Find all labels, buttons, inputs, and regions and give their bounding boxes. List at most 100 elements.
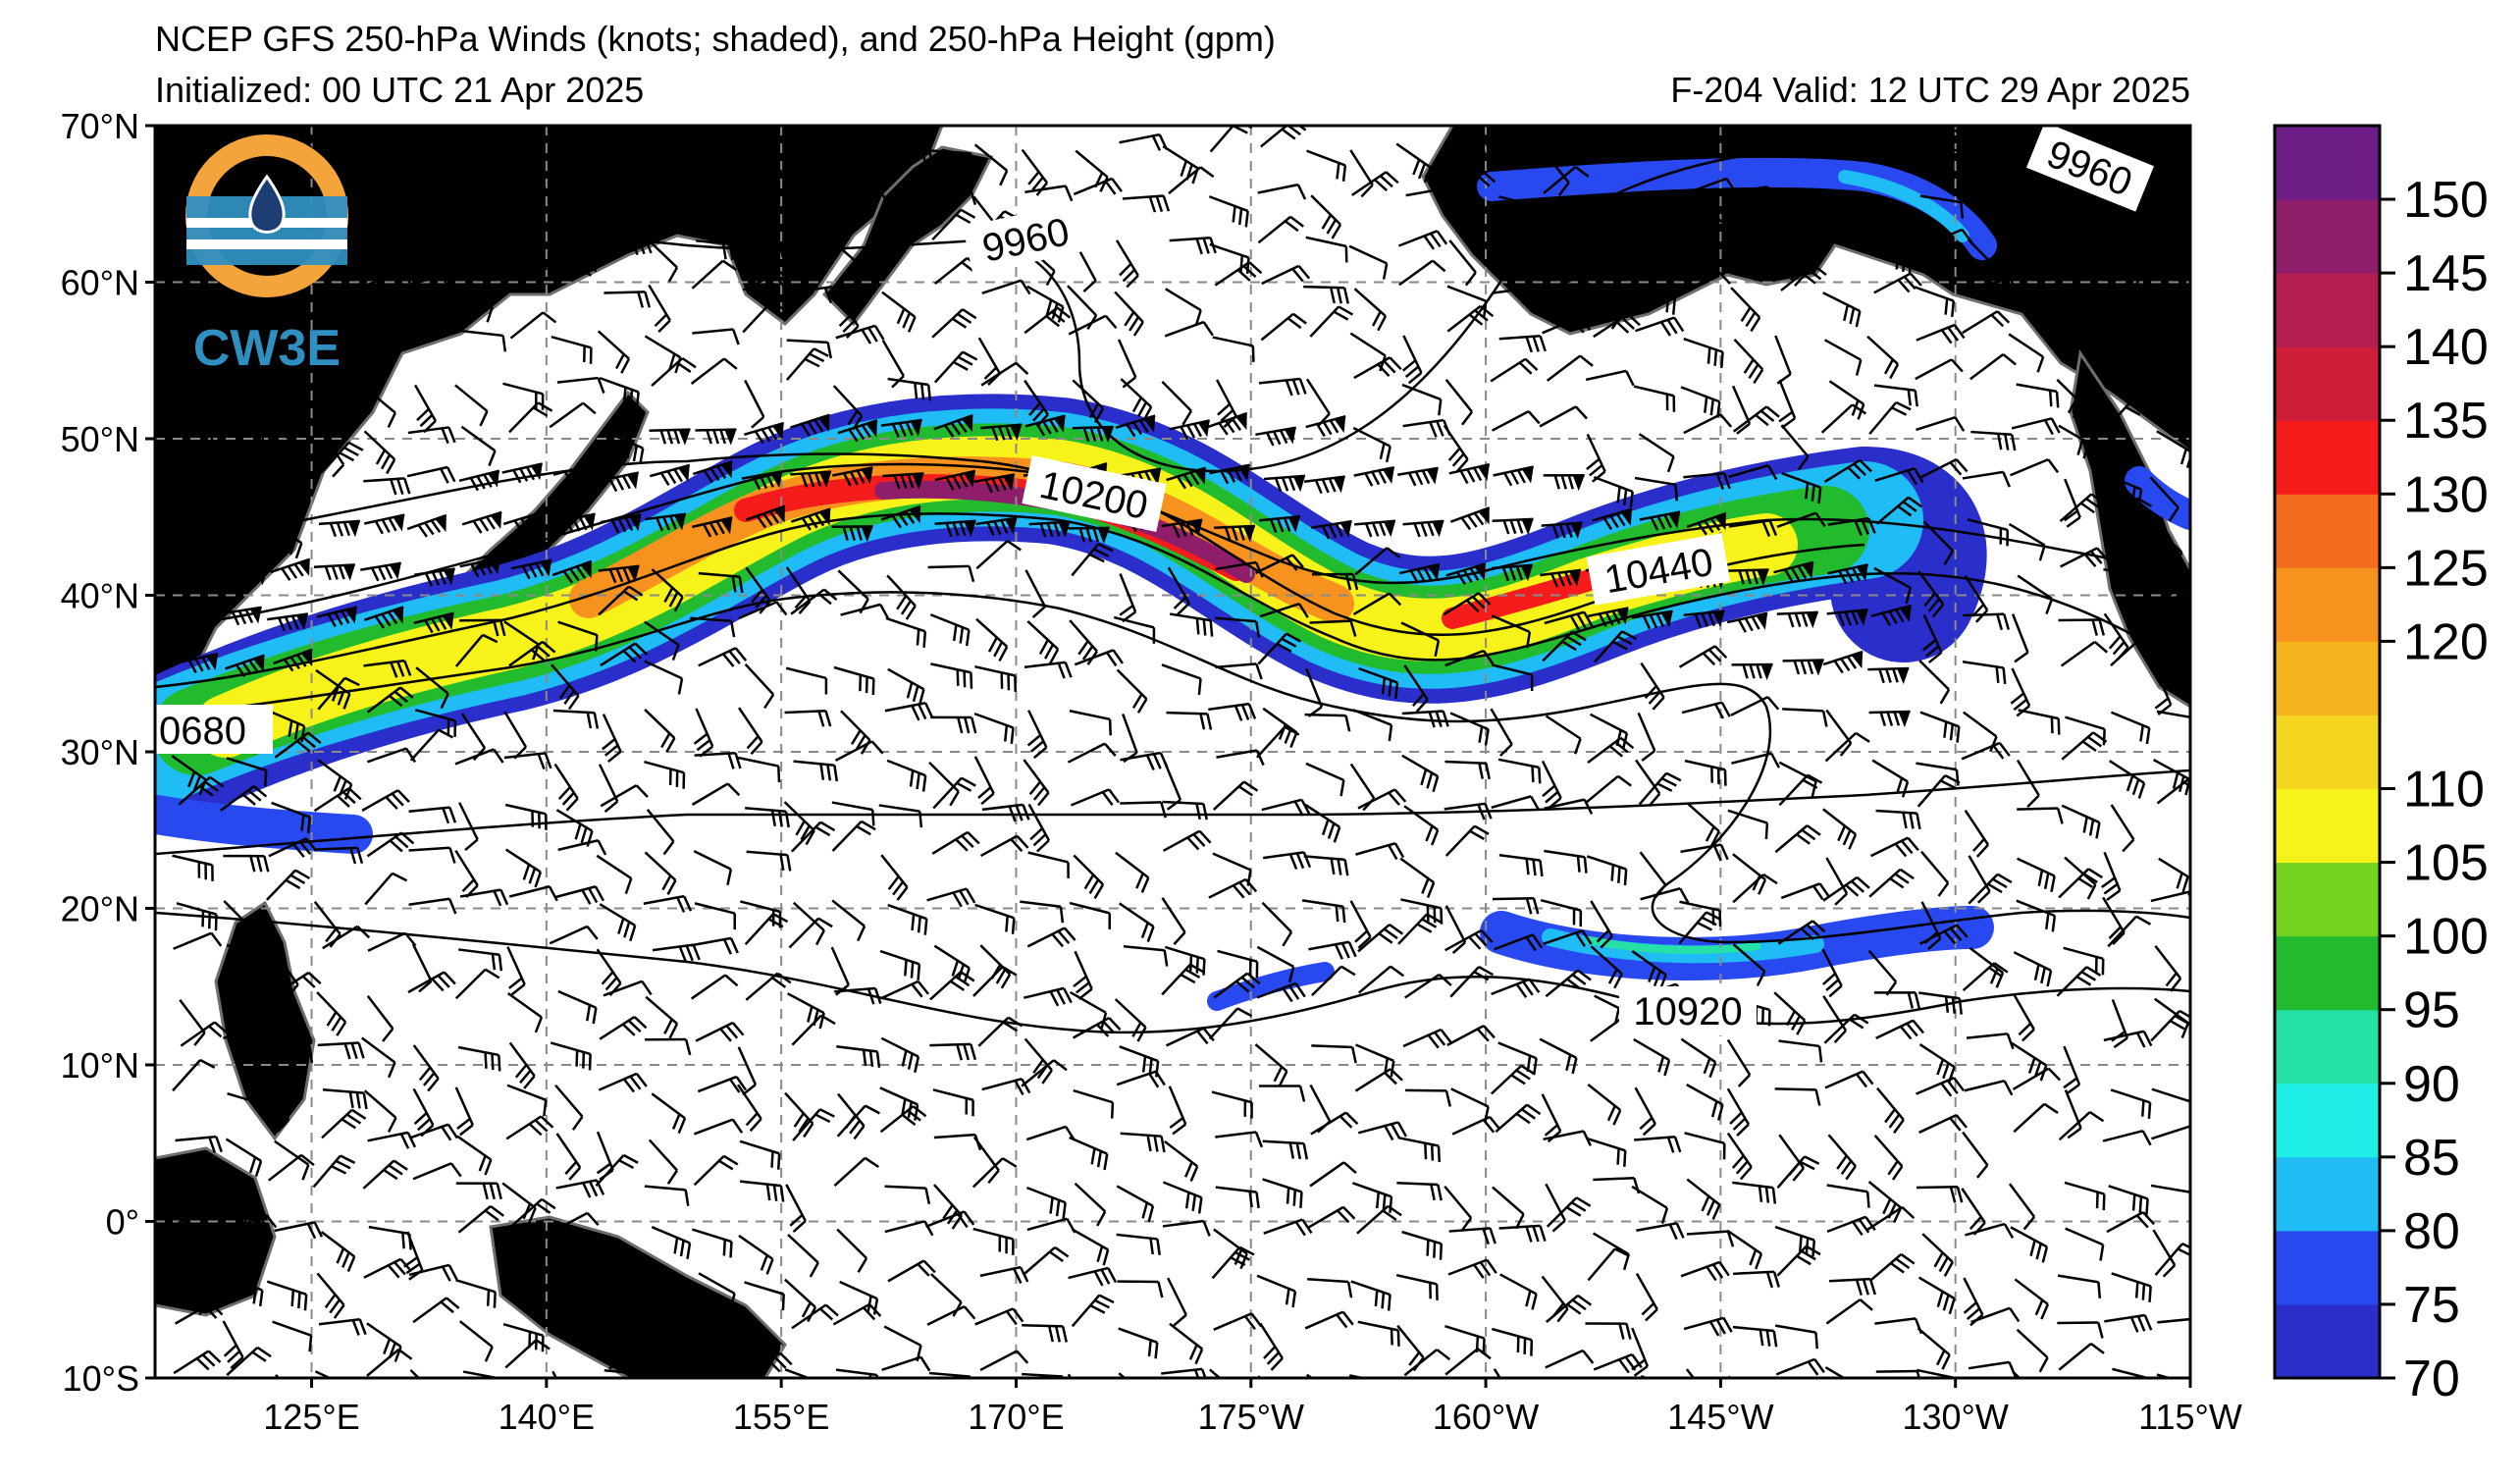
wind-barb: [974, 1307, 1024, 1326]
wind-barb: [1778, 1039, 1823, 1063]
wind-barb: [2110, 244, 2143, 289]
wind-barb: [1873, 272, 1922, 294]
wind-barb: [220, 606, 262, 626]
wind-barb: [1585, 774, 1632, 804]
wind-barb: [1310, 194, 1342, 239]
wind-barb: [1687, 803, 1720, 847]
wind-barb: [1116, 1233, 1161, 1255]
wind-barb: [510, 558, 552, 580]
wind-barb: [1161, 518, 1203, 538]
wind-barb: [1120, 751, 1169, 771]
wind-barb: [1726, 185, 1775, 205]
wind-barb: [1824, 731, 1870, 763]
wind-barb: [1207, 411, 1248, 436]
wind-barb: [317, 283, 366, 301]
wind-barb: [1684, 1132, 1726, 1160]
wind-barb: [1208, 702, 1257, 721]
wind-barb: [1404, 1088, 1451, 1107]
wind-barb: [1311, 965, 1356, 997]
wind-barb: [504, 803, 548, 830]
wind-barb: [2150, 1184, 2190, 1194]
wind-barb: [412, 1087, 435, 1138]
wind-barb: [1022, 1324, 1068, 1343]
wind-barb: [1590, 945, 1623, 989]
wind-barb: [1403, 1349, 1451, 1377]
wind-barb: [1256, 981, 1306, 1003]
wind-barb: [832, 466, 873, 487]
wind-barb: [1585, 1322, 1632, 1340]
wind-barb: [1254, 1043, 1288, 1086]
wind-barb: [1303, 855, 1349, 876]
wind-barb: [2016, 383, 2060, 408]
wind-barb: [412, 1044, 440, 1092]
wind-barb: [313, 787, 362, 813]
lat-lon-grid: [155, 126, 2190, 1378]
wind-barb: [886, 574, 917, 620]
wind-barb: [408, 846, 456, 864]
colorbar-bin: [2275, 788, 2380, 864]
wind-barb: [227, 519, 268, 554]
wind-barb: [227, 1092, 269, 1122]
colorbar-tick-label: 145: [2403, 245, 2489, 302]
wind-barb: [225, 1138, 263, 1177]
wind-barb: [273, 971, 322, 996]
wind-barb: [742, 270, 792, 291]
height-contour-high-lat: [980, 238, 1513, 473]
wind-barb: [223, 1274, 264, 1307]
wind-barb: [412, 1162, 462, 1181]
colorbar-bin: [2275, 346, 2380, 421]
wind-barb: [1023, 986, 1073, 1007]
wind-barb: [1826, 1215, 1876, 1237]
wind-barb: [1961, 741, 2011, 761]
colorbar-bin: [2275, 567, 2380, 642]
wind-barb: [974, 664, 1018, 692]
wind-barb: [1916, 1327, 1951, 1370]
height-contour-10920: [155, 911, 2190, 1034]
wind-barb: [1634, 1086, 1656, 1137]
wind-barb: [1781, 472, 1822, 504]
wind-barb: [1068, 526, 1110, 544]
wind-barb: [1492, 896, 1540, 915]
wind-barb: [362, 385, 396, 428]
wind-barb: [928, 187, 977, 206]
wind-barb: [504, 1339, 551, 1369]
wind-barb: [318, 1317, 367, 1336]
wind-barb: [1027, 803, 1051, 853]
wind-barb: [267, 612, 309, 632]
wind-barb: [2012, 992, 2035, 1042]
wind-barb: [461, 330, 507, 352]
wind-barb: [741, 470, 783, 491]
wind-barb: [2110, 636, 2156, 666]
wind-barb: [1258, 514, 1301, 534]
wind-barb: [1541, 760, 1562, 810]
wind-barb: [406, 513, 447, 538]
wind-barb: [651, 1092, 687, 1135]
wind-barb: [1733, 339, 1764, 385]
wind-barb: [698, 184, 747, 202]
wind-barb: [2012, 1067, 2062, 1091]
wind-barb: [1920, 850, 1950, 897]
wind-barb: [314, 1370, 354, 1378]
wind-barb: [1590, 900, 1613, 949]
wind-barb: [1026, 1186, 1067, 1219]
wind-barb: [362, 1159, 408, 1190]
wind-barb: [692, 516, 733, 538]
wind-barb: [1208, 195, 1249, 228]
small-jet-patch: [1207, 962, 1335, 1011]
wind-barb: [458, 802, 479, 852]
wind-barb: [1262, 1178, 1303, 1208]
wind-barb: [2110, 711, 2151, 745]
wind-barb: [1256, 1274, 1297, 1308]
wind-barb: [1539, 1037, 1578, 1075]
wind-barb: [1071, 543, 1114, 577]
wind-barb: [1114, 291, 1144, 337]
wind-barb: [2017, 857, 2056, 892]
wind-barb: [317, 1041, 365, 1060]
wind-barb: [1870, 604, 1912, 626]
wind-barb: [790, 821, 836, 853]
wind-barb: [549, 1317, 599, 1334]
wind-barb: [1115, 851, 1150, 893]
wind-barb: [226, 567, 268, 586]
wind-barb: [1967, 518, 2009, 547]
wind-barb: [1639, 510, 1681, 531]
